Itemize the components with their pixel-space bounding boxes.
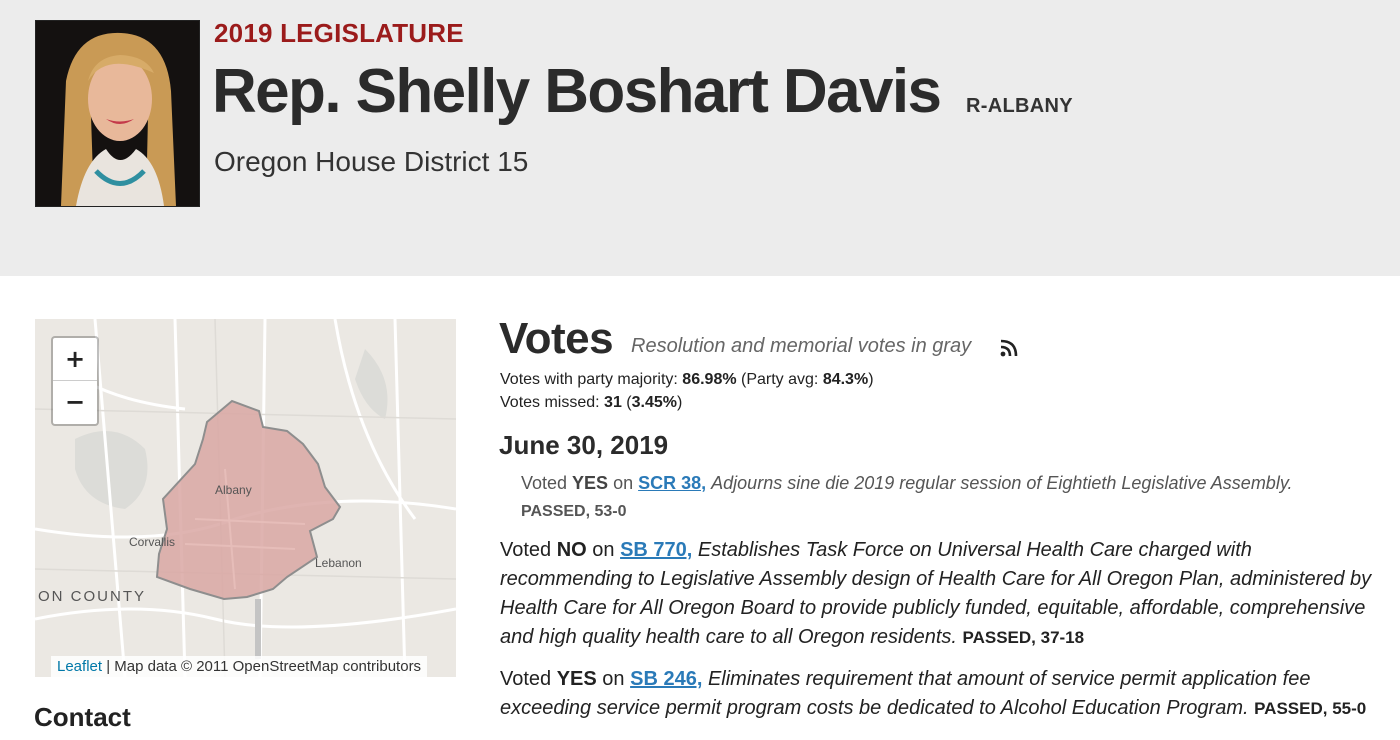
- zoom-control: + −: [51, 336, 99, 426]
- map-label-county: ON COUNTY: [38, 588, 146, 605]
- votes-missed-stat: Votes missed: 31 (3.45%): [500, 394, 683, 411]
- votes-heading: Votes: [499, 314, 614, 363]
- vote-item: Voted YES on SB 246, Eliminates requirem…: [500, 668, 1367, 719]
- zoom-out-button[interactable]: −: [64, 388, 86, 416]
- attribution-text: | Map data © 2011 OpenStreetMap contribu…: [102, 658, 422, 675]
- map-tiles: Albany Corvallis Lebanon ON COUNTY: [35, 319, 456, 677]
- legislator-name: Rep. Shelly Boshart Davis: [212, 57, 942, 126]
- session-label: 2019 LEGISLATURE: [214, 18, 464, 48]
- profile-header: 2019 LEGISLATURE Rep. Shelly Boshart Dav…: [0, 0, 1400, 276]
- rss-icon[interactable]: [1000, 339, 1018, 357]
- vote-result: PASSED, 53-0: [521, 503, 627, 520]
- map-label-albany: Albany: [215, 483, 252, 497]
- vote-date: June 30, 2019: [499, 430, 669, 460]
- vote-item: Voted NO on SB 770, Establishes Task For…: [500, 539, 1372, 648]
- bill-link[interactable]: SB 246,: [630, 668, 703, 690]
- map-label-lebanon: Lebanon: [315, 556, 362, 570]
- vote-result: PASSED, 37-18: [962, 628, 1085, 647]
- zoom-in-button[interactable]: +: [53, 338, 97, 381]
- party-majority-stat: Votes with party majority: 86.98% (Party…: [500, 371, 874, 388]
- leaflet-link[interactable]: Leaflet: [57, 658, 103, 675]
- vote-item: Voted YES on SCR 38, Adjourns sine die 2…: [521, 473, 1293, 520]
- legislator-photo: [35, 20, 200, 207]
- map-label-corvallis: Corvallis: [129, 535, 175, 549]
- map-attribution: Leaflet | Map data © 2011 OpenStreetMap …: [51, 656, 428, 677]
- bill-link[interactable]: SCR 38,: [638, 473, 707, 493]
- vote-result: PASSED, 55-0: [1254, 699, 1367, 718]
- party-affiliation: R-ALBANY: [966, 95, 1073, 117]
- contact-heading: Contact: [34, 702, 131, 732]
- bill-link[interactable]: SB 770,: [620, 539, 693, 561]
- district-map[interactable]: Albany Corvallis Lebanon ON COUNTY + − L…: [35, 319, 456, 677]
- votes-note: Resolution and memorial votes in gray: [631, 335, 972, 357]
- district-name: Oregon House District 15: [214, 146, 529, 177]
